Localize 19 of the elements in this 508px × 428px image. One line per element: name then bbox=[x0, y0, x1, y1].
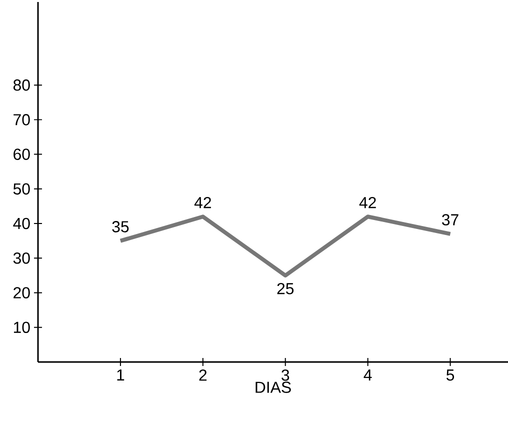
data-label: 42 bbox=[359, 196, 376, 208]
data-label: 35 bbox=[112, 221, 129, 232]
x-tick-label: 1 bbox=[117, 370, 124, 380]
y-tick-label: 80 bbox=[13, 79, 30, 91]
data-label: 37 bbox=[442, 214, 458, 226]
y-tick-label: 30 bbox=[13, 252, 30, 264]
y-tick-label: 20 bbox=[14, 287, 30, 298]
data-label: 25 bbox=[277, 282, 294, 294]
x-tick-label: 2 bbox=[199, 370, 207, 381]
x-tick-label: 4 bbox=[364, 370, 372, 380]
y-tick-label: 50 bbox=[13, 183, 30, 195]
y-tick-label: 40 bbox=[13, 218, 30, 230]
y-tick-label: 70 bbox=[14, 114, 30, 126]
y-tick-label: 10 bbox=[14, 322, 30, 334]
x-tick-label: 3 bbox=[282, 370, 290, 381]
y-tick-label: 60 bbox=[14, 148, 30, 160]
x-tick-label: 5 bbox=[446, 370, 454, 381]
x-axis-title: DIAS bbox=[256, 382, 291, 393]
data-label: 42 bbox=[194, 196, 211, 208]
